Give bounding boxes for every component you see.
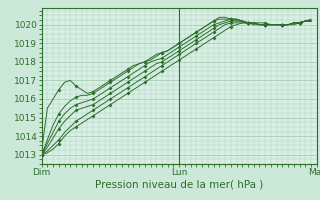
X-axis label: Pression niveau de la mer( hPa ): Pression niveau de la mer( hPa ) — [95, 180, 263, 190]
